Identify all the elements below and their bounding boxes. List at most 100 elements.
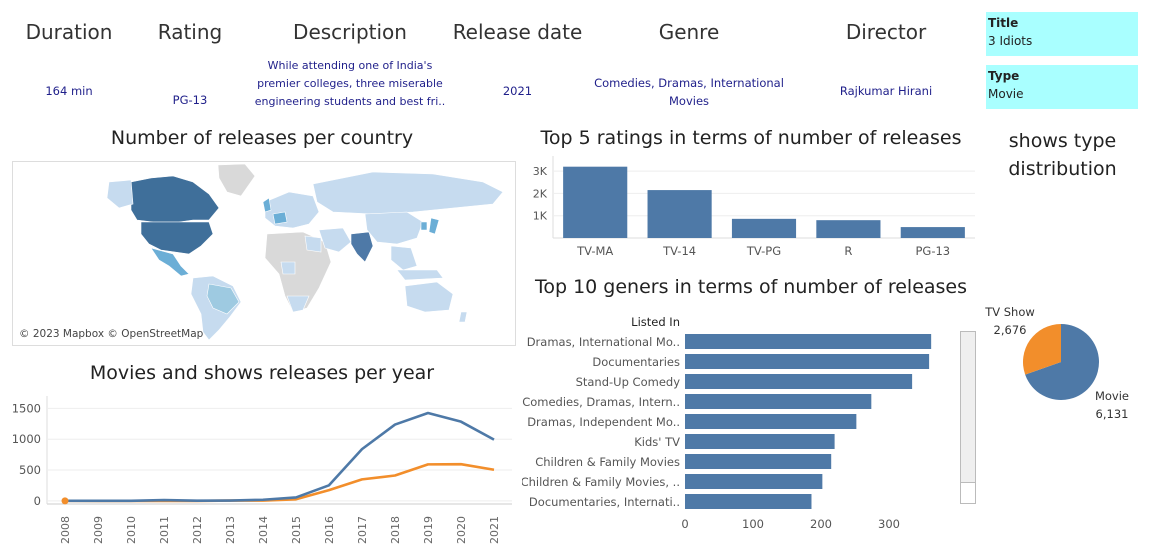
genres-y-tick-label: Documentaries: [592, 355, 680, 369]
ratings-x-tick-label: TV-14: [662, 244, 696, 258]
genres-bar: [685, 454, 832, 469]
genres-bar: [685, 434, 835, 449]
ratings-bar: [563, 166, 628, 238]
header-release-date: Release date: [452, 20, 583, 44]
ratings-y-tick-label: 3K: [533, 165, 548, 178]
map-country-canada: [130, 175, 220, 223]
map-country-middle-east: [318, 227, 352, 253]
ratings-y-tick-label: 1K: [533, 210, 548, 223]
genres-axis-title: Listed In: [631, 315, 680, 329]
title-filter-value: 3 Idiots: [988, 34, 1033, 48]
genres-x-tick-label: 0: [681, 517, 688, 531]
genres-bar: [685, 374, 913, 389]
genres-bar: [685, 394, 872, 409]
genres-chart-title: Top 10 geners in terms of number of rele…: [534, 276, 968, 298]
releases-per-year-chart: 0 500 1000 1500 2008 2009 2010 2011 2012 2013 2014…: [12, 396, 512, 544]
header-duration: Duration: [25, 20, 113, 44]
genres-y-tick-label: Stand-Up Comedy: [576, 375, 681, 389]
line-point: [61, 497, 69, 505]
map-country-nigeria: [280, 261, 296, 275]
genres-x-tick-label: 100: [742, 517, 764, 531]
genres-chart: Listed In Dramas, International Mo.. Docum…: [522, 315, 932, 531]
ratings-bar: [647, 190, 712, 238]
ratings-x-tick-label: R: [844, 244, 852, 258]
line-y-tick-label: 1000: [12, 432, 41, 446]
map-country-uk: [262, 197, 272, 213]
line-x-tick-label: 2017: [356, 516, 369, 544]
ratings-y-tick-label: 2K: [533, 187, 548, 200]
pie-label-tv-show: TV Show: [984, 305, 1035, 319]
map-country-usa: [140, 221, 214, 255]
description-line: premier colleges, three miserable: [257, 77, 443, 90]
genres-scrollbar-thumb[interactable]: [961, 482, 975, 503]
duration-value: 164 min: [45, 84, 93, 98]
genres-y-tick-label: Dramas, International Mo..: [527, 335, 680, 349]
type-distribution-chart: TV Show 2,676 Movie 6,131: [984, 305, 1129, 421]
ratings-chart: 1K 2K 3K TV-MA TV-14 TV-PG R PG-13: [533, 156, 975, 258]
genre-value: Comedies, Dramas, International Movies: [588, 74, 790, 110]
map-country-brazil: [206, 283, 240, 315]
ratings-x-tick-label: PG-13: [915, 244, 950, 258]
line-x-tick-label: 2021: [488, 516, 501, 544]
map-country-australia: [404, 281, 454, 313]
line-x-tick-label: 2011: [158, 516, 171, 544]
line-x-tick-label: 2018: [389, 516, 402, 544]
title-filter-label: Title: [988, 16, 1019, 30]
genres-bar: [685, 354, 930, 369]
ratings-bar: [731, 218, 797, 238]
line-x-tick-label: 2019: [422, 516, 435, 544]
ratings-x-tick-label: TV-PG: [746, 244, 781, 258]
line-y-tick-label: 0: [34, 494, 41, 508]
line-series-movie: [64, 411, 495, 503]
map-country-india: [350, 231, 374, 263]
line-chart-title: Movies and shows releases per year: [89, 362, 435, 384]
map-country-mexico: [150, 247, 190, 277]
description-line: While attending one of India's: [267, 59, 433, 72]
map-country-france: [272, 211, 288, 225]
line-y-tick-label: 500: [19, 463, 41, 477]
genre-line: Comedies, Dramas, International: [594, 76, 784, 90]
genre-line: Movies: [668, 94, 710, 108]
pie-slice-movie: [1025, 324, 1099, 400]
line-x-tick-label: 2013: [224, 516, 237, 544]
line-x-tick-label: 2016: [323, 516, 336, 544]
genres-x-tick-label: 300: [878, 517, 900, 531]
header-genre: Genre: [658, 20, 720, 44]
genres-y-tick-label: Children & Family Movies, ..: [522, 475, 680, 489]
line-y-tick-label: 1500: [12, 401, 41, 415]
title-filter[interactable]: Title 3 Idiots: [986, 12, 1138, 56]
line-x-tick-label: 2020: [455, 516, 468, 544]
ratings-bar: [900, 227, 965, 238]
header-rating: Rating: [157, 20, 223, 44]
line-x-tick-label: 2009: [92, 516, 105, 544]
genres-x-tick-label: 200: [810, 517, 832, 531]
type-filter-label: Type: [988, 69, 1020, 83]
genres-y-tick-label: Kids' TV: [634, 435, 680, 449]
map-country-south-africa: [286, 295, 310, 313]
map-country-china: [364, 211, 424, 245]
genres-y-tick-label: Children & Family Movies: [535, 455, 680, 469]
map-country-new-zealand: [458, 311, 468, 323]
map-title: Number of releases per country: [110, 127, 414, 149]
director-value: Rajkumar Hirani: [839, 84, 933, 98]
map-country-japan: [428, 217, 440, 235]
map-country-se-asia: [390, 245, 418, 271]
map-country-indonesia: [396, 269, 444, 281]
world-map[interactable]: © 2023 Mapbox © OpenStreetMap: [12, 161, 516, 346]
pie-label-movie: Movie: [1095, 389, 1129, 403]
world-map-svg: [106, 163, 504, 341]
line-x-tick-label: 2015: [290, 516, 303, 544]
description-value: While attending one of India's premier c…: [252, 57, 448, 111]
map-country-egypt: [304, 235, 322, 253]
rating-value: PG-13: [172, 93, 208, 107]
genres-y-tick-label: Documentaries, Internati..: [529, 495, 680, 509]
map-country-russia: [312, 171, 504, 215]
genres-scrollbar[interactable]: [960, 331, 976, 504]
type-filter[interactable]: Type Movie: [986, 65, 1138, 109]
description-line: engineering students and best fri..: [254, 95, 446, 108]
map-country-alaska: [106, 179, 134, 209]
map-country-greenland: [217, 163, 256, 197]
release-date-value: 2021: [502, 84, 533, 98]
map-attribution: © 2023 Mapbox © OpenStreetMap: [19, 328, 204, 340]
pie-slice-tv-show: [1023, 324, 1061, 375]
